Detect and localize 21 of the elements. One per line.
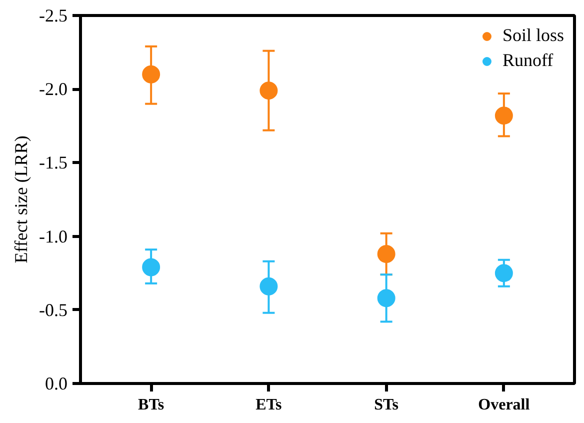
point xyxy=(377,289,396,308)
y-axis-title: Effect size (LRR) xyxy=(11,136,32,264)
x-tick-label: STs xyxy=(374,396,398,414)
legend-label: Soil loss xyxy=(502,25,564,46)
point xyxy=(494,264,513,282)
x-tick-label: ETs xyxy=(256,396,282,414)
point xyxy=(260,82,278,100)
x-tick-label: Overall xyxy=(478,396,530,414)
y-tick-label: 0.0 xyxy=(45,374,68,394)
point xyxy=(377,244,396,263)
point xyxy=(142,258,160,276)
y-tick-label: -1.0 xyxy=(39,226,68,246)
y-tick-label: -2.5 xyxy=(39,6,68,26)
y-tick-label: -0.5 xyxy=(39,300,68,320)
legend-label: Runoff xyxy=(502,50,554,71)
x-tick-label: BTs xyxy=(138,396,164,414)
point xyxy=(494,106,513,125)
y-tick-label: -1.5 xyxy=(39,152,68,173)
point xyxy=(260,277,278,296)
point xyxy=(142,65,160,84)
y-tick-label: -2.0 xyxy=(39,79,68,100)
